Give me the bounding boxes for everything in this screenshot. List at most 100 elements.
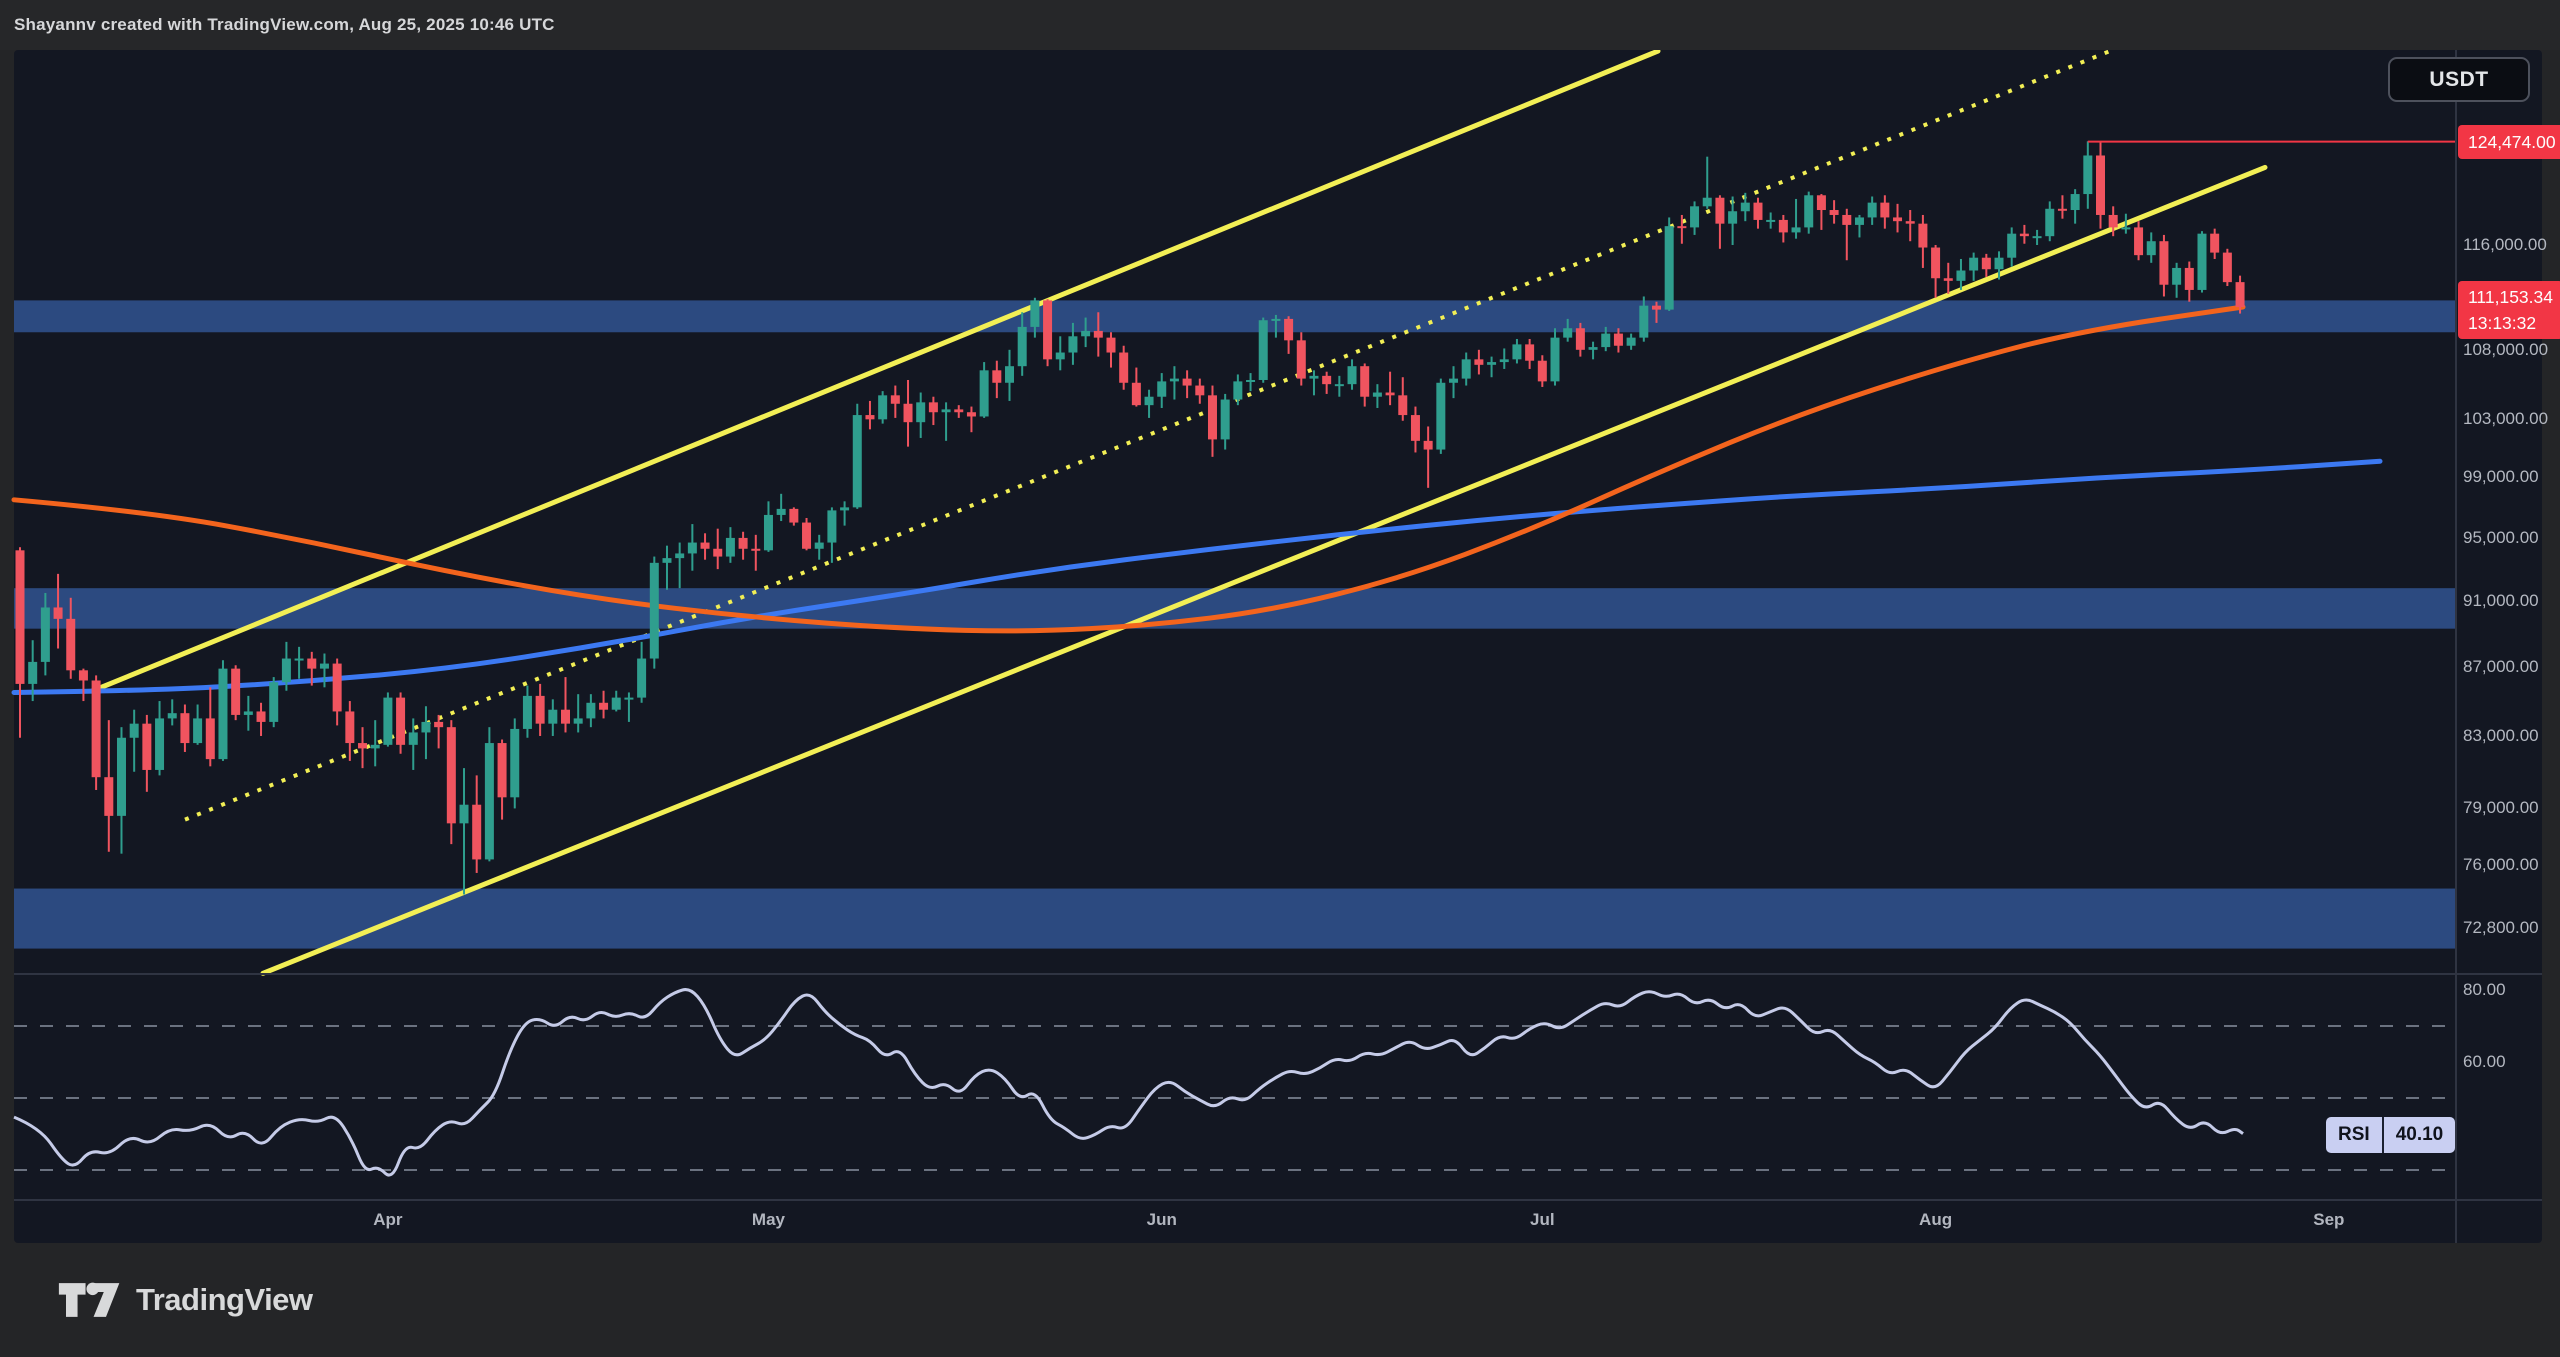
support-resistance-band[interactable] <box>14 588 2456 629</box>
last-price-label[interactable]: 111,153.34 13:13:32 <box>2458 280 2560 339</box>
candle-body <box>2172 267 2182 285</box>
candle-body <box>446 727 456 824</box>
rsi-plot-line[interactable] <box>13 988 2244 1177</box>
candle-body <box>15 550 25 684</box>
price-axis-label[interactable]: 103,000.00 <box>2463 409 2549 429</box>
candle-wick <box>678 542 681 589</box>
candle-body <box>1943 278 1953 281</box>
candle-body <box>1005 366 1015 383</box>
candle-body <box>928 402 938 413</box>
ma-fast-orange-line[interactable] <box>11 304 2246 634</box>
candle-wick <box>754 534 757 571</box>
candle-body <box>307 658 317 669</box>
time-axis-month-label[interactable]: Apr <box>373 1210 403 1229</box>
candle-body <box>865 415 875 420</box>
time-axis-month-label[interactable]: Sep <box>2313 1210 2345 1229</box>
candle-body <box>1588 347 1598 350</box>
price-axis-label[interactable]: 83,000.00 <box>2463 725 2539 745</box>
candle-body <box>1931 247 1941 279</box>
candle-body <box>560 709 570 724</box>
time-axis-month-label[interactable]: Aug <box>1919 1210 1953 1229</box>
candle-body <box>1055 352 1065 360</box>
candle-body <box>167 713 177 719</box>
candle-body <box>1702 197 1712 207</box>
support-resistance-band[interactable] <box>14 888 2456 949</box>
candle-body <box>1829 210 1839 215</box>
candle-body <box>2070 194 2080 211</box>
candle-body <box>890 395 900 404</box>
candle-body <box>434 721 444 728</box>
candle-body <box>1804 195 1814 228</box>
candlestick-series[interactable] <box>15 141 2245 895</box>
candle-wick <box>945 402 948 441</box>
candle-wick <box>298 646 301 679</box>
candle-wick <box>577 694 580 733</box>
candle-wick <box>1503 348 1506 369</box>
candle-body <box>66 618 76 671</box>
price-axis-label[interactable]: 116,000.00 <box>2463 235 2547 254</box>
candle-body <box>1918 223 1928 248</box>
candle-body <box>294 658 304 661</box>
candle-body <box>535 695 545 724</box>
candle-wick <box>1845 208 1848 261</box>
price-axis-label[interactable]: 99,000.00 <box>2463 467 2539 487</box>
channel-lower-trendline[interactable] <box>260 164 2268 976</box>
support-resistance-band[interactable] <box>14 300 2456 333</box>
price-axis-label[interactable]: 72,800.00 <box>2463 918 2539 938</box>
candle-body <box>1994 257 2004 270</box>
candle-body <box>1207 395 1217 440</box>
candle-body <box>725 537 735 557</box>
price-axis-label[interactable]: 79,000.00 <box>2463 798 2539 818</box>
candle-body <box>1436 382 1446 450</box>
title-bar: Shayannv created with TradingView.com, A… <box>0 0 2560 50</box>
candle-body <box>979 370 989 417</box>
time-axis-month-label[interactable]: Jun <box>1146 1210 1177 1229</box>
rsi-axis-label[interactable]: 60.00 <box>2463 1052 2506 1071</box>
time-axis-month-label[interactable]: Jul <box>1530 1210 1555 1229</box>
candle-body <box>1119 352 1129 383</box>
candle-wick <box>1795 198 1798 239</box>
tradingview-logo[interactable]: TradingView <box>58 1279 313 1321</box>
candle-body <box>2032 236 2042 239</box>
candle-body <box>992 370 1002 383</box>
price-axis-label[interactable]: 76,000.00 <box>2463 855 2539 875</box>
alert-price-label[interactable]: 124,474.00 <box>2458 124 2560 159</box>
candle-body <box>1512 344 1522 360</box>
candle-body <box>1423 440 1433 450</box>
candle-body <box>1246 379 1256 382</box>
chart-widget-background <box>14 50 2542 1243</box>
rsi-indicator-badge[interactable]: RSI 40.10 <box>2326 1117 2456 1153</box>
candle-body <box>2083 155 2093 195</box>
candle-wick <box>374 720 377 767</box>
candle-body <box>573 718 583 724</box>
candle-body <box>53 607 63 619</box>
candle-body <box>1017 326 1027 367</box>
candle-body <box>1753 202 1763 220</box>
candle-wick <box>424 706 427 760</box>
symbol-button[interactable]: USDT <box>2388 57 2530 102</box>
chart-attribution-text: Shayannv created with TradingView.com, A… <box>14 15 555 34</box>
candle-body <box>1956 270 1966 281</box>
candle-wick <box>2061 195 2064 219</box>
channel-upper-trendline[interactable] <box>90 48 1661 694</box>
candle-body <box>1969 257 1979 271</box>
candle-wick <box>1249 373 1252 392</box>
candle-body <box>1525 344 1535 361</box>
candle-wick <box>1909 210 1912 242</box>
candle-body <box>28 661 38 684</box>
tradingview-logo-icon <box>58 1282 120 1317</box>
price-axis-label[interactable]: 87,000.00 <box>2463 656 2539 676</box>
rsi-axis-label[interactable]: 80.00 <box>2463 980 2506 999</box>
candle-wick <box>82 668 85 702</box>
candle-body <box>1347 366 1357 385</box>
ma-slow-blue-line[interactable] <box>11 458 2383 695</box>
candle-body <box>1410 415 1420 441</box>
price-axis-label[interactable]: 108,000.00 <box>2463 339 2549 359</box>
candle-body <box>1766 219 1776 222</box>
candle-wick <box>1680 214 1683 244</box>
time-axis-month-label[interactable]: May <box>751 1210 786 1229</box>
price-axis-label[interactable]: 91,000.00 <box>2463 591 2539 610</box>
candle-wick <box>1427 426 1430 488</box>
price-axis-label[interactable]: 95,000.00 <box>2463 527 2539 547</box>
